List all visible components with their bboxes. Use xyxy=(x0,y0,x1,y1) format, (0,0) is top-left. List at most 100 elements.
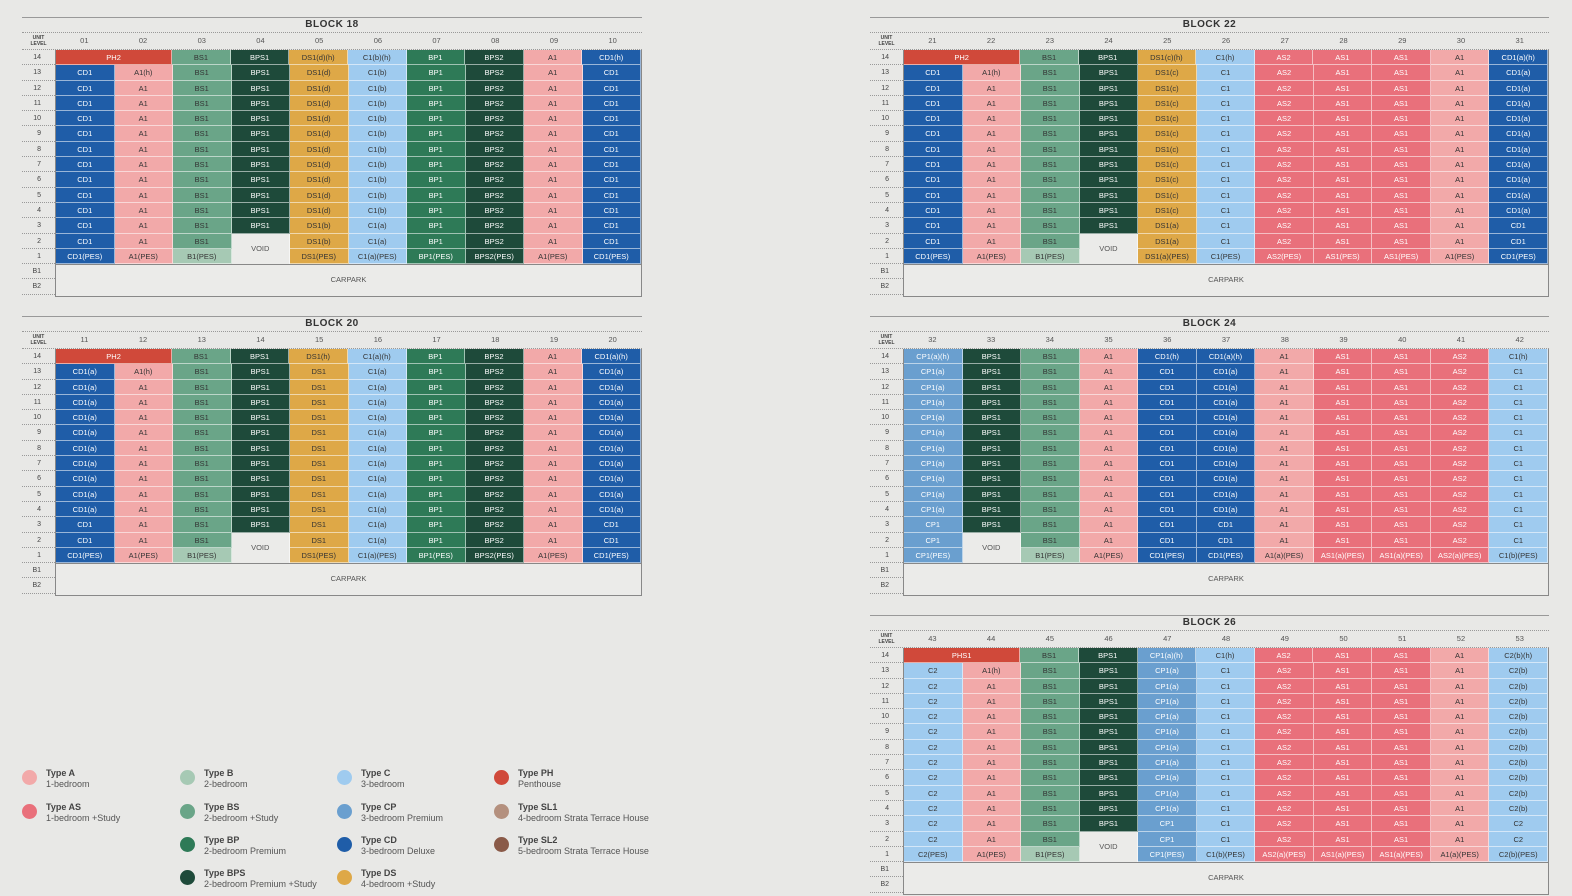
level-label: LEVEL xyxy=(30,340,47,346)
unit-cell: DS1(c) xyxy=(1138,95,1197,112)
unit-cell: BPS1 xyxy=(1079,111,1139,127)
unit-cell: CD1(a) xyxy=(1196,379,1256,395)
unit-cell: CP1(a) xyxy=(1138,800,1197,817)
unit-cell: A1 xyxy=(114,456,173,472)
unit-cell: BPS2 xyxy=(465,111,524,127)
unit-number: 29 xyxy=(1398,36,1407,45)
unit-cell: BPS1 xyxy=(1079,172,1139,188)
unit-cell: C1 xyxy=(1196,678,1256,694)
unit-cell: DS1(c) xyxy=(1138,111,1197,127)
unit-cell: CD1(a) xyxy=(582,410,641,426)
unit-cell: BS1 xyxy=(1021,187,1080,203)
unit-cell: C2(b) xyxy=(1489,739,1549,756)
grid-row: CP1(PES) B1(PES) A1(PES) CD1(PES) CD1(PES) A1… xyxy=(904,547,1549,564)
unit-cell: CP1(a) xyxy=(904,486,963,502)
unit-number: 49 xyxy=(1280,634,1289,643)
unit-numbers: 01 02 03 04 05 06 07 08 09 10 xyxy=(55,33,642,49)
level-number: 2 xyxy=(22,234,55,249)
unit-cell: A1 xyxy=(524,141,583,158)
unit-cell: C1 xyxy=(1196,816,1256,832)
unit-cell: AS1 xyxy=(1313,517,1373,533)
unit-cell: A1 xyxy=(114,187,173,203)
unit-cell: A1(h) xyxy=(962,65,1022,81)
unit-cell: BS1 xyxy=(173,80,232,96)
grid-row: CD1 A1 BS1 BPS1 DS1(c) C1 AS2 AS1 AS1 A1 CD1(a) xyxy=(904,202,1549,219)
unit-cell: AS1 xyxy=(1372,755,1431,771)
unit-cell: AS2 xyxy=(1255,157,1314,173)
level-number: 7 xyxy=(870,157,903,173)
unit-cell: CP1(a) xyxy=(904,379,963,395)
unit-cell: A1 xyxy=(1430,678,1490,694)
unit-cell: AS2 xyxy=(1255,816,1314,832)
unit-cell: BS1 xyxy=(173,379,232,395)
unit-cell: A1 xyxy=(962,785,1022,801)
unit-cell: A1 xyxy=(962,111,1022,127)
unit-cell: BS1 xyxy=(1021,517,1080,533)
unit-cell: BPS1 xyxy=(231,501,290,518)
unit-cell: AS1(PES) xyxy=(1372,248,1431,265)
unit-cell: A1 xyxy=(962,233,1022,249)
level-number: B1 xyxy=(870,563,903,579)
unit-cell: A1 xyxy=(1430,800,1490,817)
level-number: 13 xyxy=(870,663,903,679)
unit-cell: C2 xyxy=(1489,816,1549,832)
unit-cell: DS1(d) xyxy=(290,95,349,112)
unit-cell: AS2 xyxy=(1255,172,1314,188)
unit-cell: CD1 xyxy=(582,233,641,249)
unit-cell: C1(b)(PES) xyxy=(1196,846,1256,863)
unit-cell: AS2 xyxy=(1430,394,1490,411)
legend-text: Type PH Penthouse xyxy=(518,768,561,790)
level-number: 13 xyxy=(870,65,903,81)
unit-cell: CD1(a)(h) xyxy=(1196,349,1256,365)
unit-cell: A1 xyxy=(524,187,583,203)
unit-cell: CP1 xyxy=(904,532,963,548)
unit-cell: BPS2 xyxy=(465,364,524,380)
unit-cell: CD1(a) xyxy=(1489,111,1549,127)
unit-cell: BP1 xyxy=(407,218,466,234)
unit-cell: BS1 xyxy=(1021,755,1080,771)
unit-cell: A1 xyxy=(962,678,1022,694)
unit-cell: BPS1 xyxy=(962,410,1022,426)
unit-cell: BP1 xyxy=(407,394,466,411)
unit-cell: A1 xyxy=(1079,410,1139,426)
unit-cell: CD1 xyxy=(1138,425,1197,441)
level-number: 9 xyxy=(22,425,55,441)
level-column: 14 13 12 11 10 9 8 7 6 5 4 3 2 1 B1 B2 xyxy=(870,50,903,297)
unit-number: 17 xyxy=(432,335,441,344)
unit-cell: C2(b) xyxy=(1489,770,1549,786)
unit-cell: BS1 xyxy=(1021,410,1080,426)
unit-cell: AS2 xyxy=(1430,532,1490,548)
unit-cell: CD1 xyxy=(56,111,115,127)
unit-cell: DS1(c) xyxy=(1138,80,1197,96)
unit-cell: A1 xyxy=(1430,141,1490,158)
unit-numbers: 43 44 45 46 47 48 49 50 51 52 53 xyxy=(903,631,1549,647)
unit-cell: A1 xyxy=(1255,410,1314,426)
unit-cell: BPS1 xyxy=(231,410,290,426)
level-column: 14 13 12 11 10 9 8 7 6 5 4 3 2 1 B1 B2 xyxy=(22,50,55,297)
legend-swatch-icon xyxy=(180,837,195,852)
grid-row: CD1(a) A1 BS1 BPS1 DS1 C1(a) BP1 BPS2 A1 CD1(a) xyxy=(56,425,641,441)
level-number: 8 xyxy=(22,441,55,457)
grid-row: CD1(PES) A1(PES) B1(PES) DS1(a)(PES) C1(PES)… xyxy=(904,248,1549,265)
legend-item: Type CP 3-bedroom Premium xyxy=(337,802,443,824)
unit-cell: B1(PES) xyxy=(1021,248,1080,265)
unit-cell: CD1(a)(h) xyxy=(582,349,641,365)
unit-cell: BPS1 xyxy=(1079,678,1139,694)
unit-cell: AS2 xyxy=(1255,785,1314,801)
unit-numbers: 32 33 34 35 36 37 38 39 40 41 42 xyxy=(903,332,1549,348)
unit-cell: B1(PES) xyxy=(173,547,232,564)
unit-cell: C2(b) xyxy=(1489,785,1549,801)
unit-cell: BPS1 xyxy=(231,364,290,380)
level-number: 12 xyxy=(22,81,55,96)
unit-cell: A1 xyxy=(114,394,173,411)
unit-cell: BPS1 xyxy=(1079,218,1139,234)
unit-label: UNIT xyxy=(32,35,45,41)
unit-cell: C2 xyxy=(904,663,963,679)
unit-cell: CD1 xyxy=(582,126,641,142)
level-number: 14 xyxy=(870,50,903,66)
unit-cell: CD1 xyxy=(904,126,963,142)
legend-text: Type AS 1-bedroom +Study xyxy=(46,802,120,824)
legend-type: Type CD xyxy=(361,835,397,845)
unit-cell: BS1 xyxy=(1021,379,1080,395)
unit-cell: A1 xyxy=(114,202,173,219)
